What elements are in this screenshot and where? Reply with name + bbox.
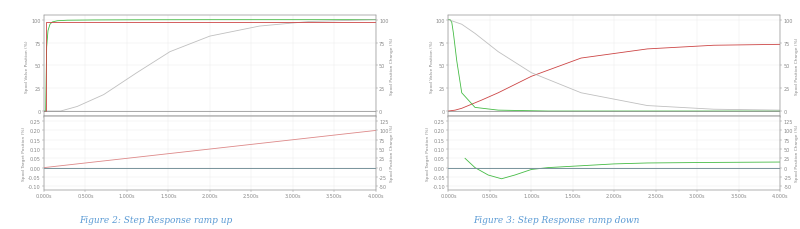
Y-axis label: Spool Target Position (%): Spool Target Position (%) xyxy=(426,126,430,180)
Y-axis label: Spool Position Change (%): Spool Position Change (%) xyxy=(390,125,394,182)
Y-axis label: Spool Position Change (%): Spool Position Change (%) xyxy=(795,38,799,95)
Text: Figure 2: Step Response ramp up: Figure 2: Step Response ramp up xyxy=(79,215,233,224)
Text: Figure 3: Step Response ramp down: Figure 3: Step Response ramp down xyxy=(473,215,639,224)
Y-axis label: Spool Target Position (%): Spool Target Position (%) xyxy=(22,126,26,180)
Y-axis label: Spool Position Change (%): Spool Position Change (%) xyxy=(795,125,799,182)
Y-axis label: Spool Valve Position (%): Spool Valve Position (%) xyxy=(430,40,434,92)
Y-axis label: Spool Valve Position (%): Spool Valve Position (%) xyxy=(25,40,29,92)
Y-axis label: Spool Position Change (%): Spool Position Change (%) xyxy=(390,38,394,95)
